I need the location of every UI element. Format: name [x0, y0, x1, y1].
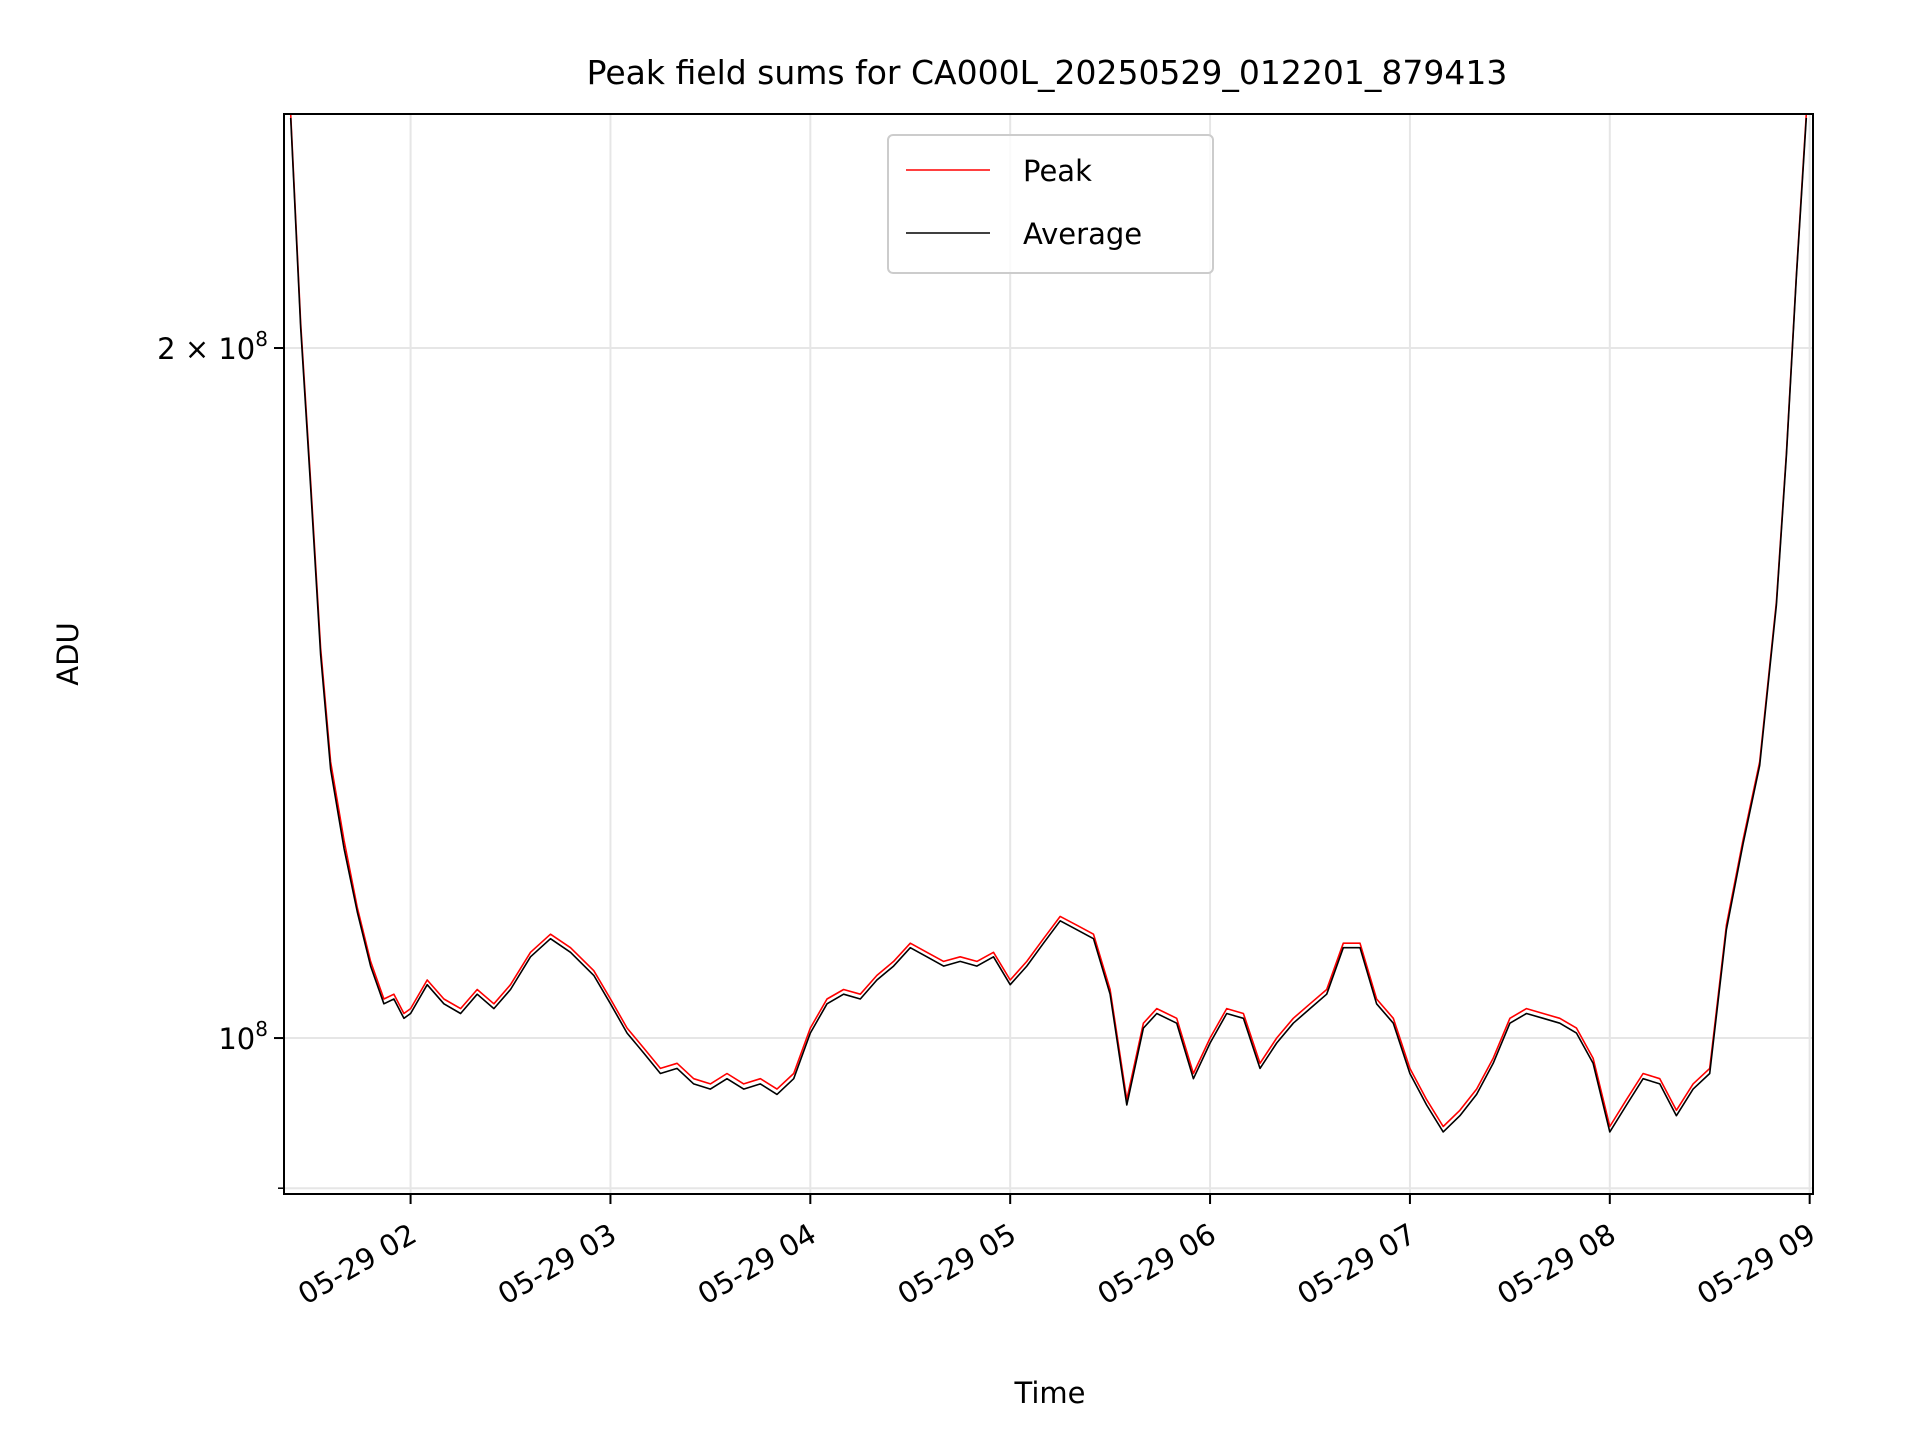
y-axis-ticks: 108 2 × 108: [157, 327, 284, 1189]
y-axis-label: ADU: [51, 622, 85, 685]
legend: Peak Average: [887, 134, 1214, 274]
series-line-peak: [289, 114, 1808, 1128]
gridlines: [284, 114, 1813, 1194]
y-tick-label: 108: [218, 1017, 268, 1056]
y-tick-label: 2 × 108: [157, 327, 268, 366]
legend-label-peak: Peak: [1023, 154, 1092, 188]
series-layer: [289, 114, 1808, 1133]
x-axis-label: Time: [1014, 1376, 1086, 1410]
plot-frame: [283, 113, 1814, 1195]
series-line-average: [289, 117, 1808, 1133]
chart-title: Peak field sums for CA000L_20250529_0122…: [587, 53, 1508, 92]
legend-label-average: Average: [1023, 217, 1142, 251]
